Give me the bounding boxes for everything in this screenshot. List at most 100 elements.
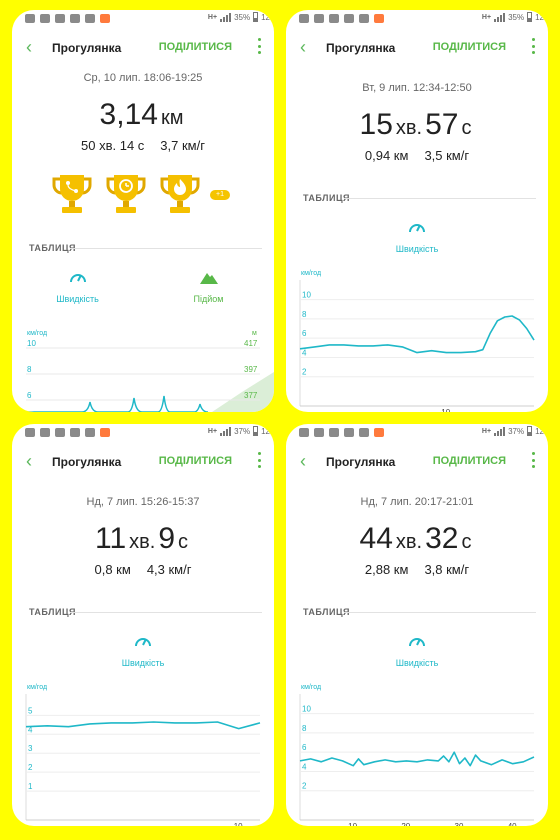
share-button[interactable]: ПОДІЛИТИСЯ <box>158 41 232 53</box>
y-tick-label: 2 <box>302 368 307 377</box>
y-tick-label: 4 <box>302 348 307 357</box>
y-tick-label: 2 <box>302 782 307 791</box>
chrome-icon <box>70 428 80 437</box>
speedometer-icon <box>409 224 425 233</box>
more-options-icon[interactable] <box>530 38 536 54</box>
chrome-icon <box>344 428 354 437</box>
seconds-unit: с <box>461 531 472 553</box>
workout-date: Ср, 10 лип. 18:06-19:25 <box>83 72 203 84</box>
climb-metric-button[interactable]: Підйом <box>143 269 274 304</box>
workout-date: Нд, 7 лип. 15:26-15:37 <box>86 496 200 508</box>
walk-panel-1: H+ 35% 12 ‹ Прогулянка ПОДІЛИТИСЯ Ср, 10 л… <box>12 10 274 412</box>
speed-value: 3,8 км/г <box>424 562 470 577</box>
youtube-icon <box>25 428 35 437</box>
duration-total: 15 хв. 57 с <box>286 108 548 142</box>
trophy-time-icon[interactable] <box>102 171 150 219</box>
signal-icon <box>494 426 506 436</box>
youtube-icon <box>25 14 35 23</box>
speed-metric-button[interactable]: Швидкість <box>286 219 548 254</box>
network-type: H+ <box>207 427 218 435</box>
y-tick-label: 1 <box>28 782 33 791</box>
altitude-axis-unit: м <box>252 330 257 337</box>
speed-metric-button[interactable]: Швидкість <box>12 633 274 668</box>
speed-metric-label: Швидкість <box>395 658 439 668</box>
back-arrow-icon[interactable]: ‹ <box>26 37 32 57</box>
app-notification-icon <box>100 14 110 23</box>
gallery-icon <box>40 428 50 437</box>
more-options-icon[interactable] <box>530 452 536 468</box>
metric-selector: Швидкість <box>12 633 274 668</box>
android-icon <box>359 14 369 23</box>
back-arrow-icon[interactable]: ‹ <box>300 37 306 57</box>
speed-axis-unit: км/год <box>27 684 47 691</box>
distance-unit: км <box>160 107 184 129</box>
speed-altitude-chart: км/год м 10 8 6 417 397 377 <box>26 330 274 412</box>
mountain-icon <box>199 273 218 284</box>
y-tick-label: 8 <box>302 310 307 319</box>
app-bar: ‹ Прогулянка ПОДІЛИТИСЯ <box>12 28 274 68</box>
speed-axis-unit: км/год <box>301 270 321 277</box>
page-title: Прогулянка <box>52 41 122 55</box>
android-icon <box>85 14 95 23</box>
speed-metric-label: Швидкість <box>56 294 99 304</box>
share-button[interactable]: ПОДІЛИТИСЯ <box>432 455 506 467</box>
trophy-route-icon[interactable] <box>48 171 96 219</box>
more-options-icon[interactable] <box>256 38 262 54</box>
battery-percent: 37% <box>508 426 525 436</box>
y-tick-label: 8 <box>302 724 307 733</box>
seconds-value: 9 <box>158 522 176 555</box>
speed-chart: км/год 10 8 6 4 2 10 <box>299 270 535 412</box>
seconds-value: 32 <box>425 522 459 555</box>
altitude-area <box>212 372 274 412</box>
speed-line-series <box>25 721 261 730</box>
walk-panel-2: H+ 35% 12 ‹ Прогулянка ПОДІЛИТИСЯ Вт, 9 ли… <box>286 10 548 412</box>
speed-line-series <box>26 395 209 412</box>
more-trophies-badge[interactable]: +1 <box>210 190 230 200</box>
more-options-icon[interactable] <box>256 452 262 468</box>
chrome-icon <box>344 14 354 23</box>
app-notification-icon <box>100 428 110 437</box>
speed-metric-button[interactable]: Швидкість <box>12 269 143 304</box>
gallery-icon <box>314 14 324 23</box>
speed-metric-button[interactable]: Швидкість <box>286 633 548 668</box>
y-tick-label: 4 <box>28 725 33 734</box>
battery-icon <box>253 12 259 22</box>
section-title: ТАБЛИЦЯ <box>286 607 548 617</box>
y-tick-label: 6 <box>27 391 32 400</box>
altitude-tick-label: 417 <box>244 339 258 348</box>
battery-percent: 37% <box>234 426 251 436</box>
speedometer-icon <box>135 638 151 647</box>
walk-panel-4: H+ 37% 12 ‹ Прогулянка ПОДІЛИТИСЯ Нд, 7 ли… <box>286 424 548 826</box>
section-title: ТАБЛИЦЯ <box>12 243 274 253</box>
distance-total: 3,14 км <box>12 98 274 132</box>
page-title: Прогулянка <box>52 455 122 469</box>
speed-line-series <box>299 315 535 354</box>
altitude-tick-label: 397 <box>244 365 258 374</box>
android-icon <box>359 428 369 437</box>
app-notification-icon <box>374 428 384 437</box>
trophies[interactable]: +1 <box>12 171 274 219</box>
app-bar: ‹ Прогулянка ПОДІЛИТИСЯ <box>12 442 274 482</box>
speed-value: 3,5 км/г <box>424 148 470 163</box>
workout-date: Вт, 9 лип. 12:34-12:50 <box>362 82 472 94</box>
walk-panel-3: H+ 37% 12 ‹ Прогулянка ПОДІЛИТИСЯ Нд, 7 ли… <box>12 424 274 826</box>
x-tick-label: 10 <box>234 822 243 826</box>
trophy-calories-icon[interactable] <box>156 171 204 219</box>
seconds-value: 57 <box>425 108 459 141</box>
y-tick-label: 6 <box>302 329 307 338</box>
signal-icon <box>220 12 232 22</box>
share-button[interactable]: ПОДІЛИТИСЯ <box>432 41 506 53</box>
stats-row: 2,88 км 3,8 км/г <box>286 562 548 577</box>
distance-value: 0,8 км <box>94 562 131 577</box>
battery-percent: 35% <box>508 12 525 22</box>
minutes-value: 15 <box>359 108 393 141</box>
back-arrow-icon[interactable]: ‹ <box>300 451 306 471</box>
network-type: H+ <box>481 427 492 435</box>
android-icon <box>85 428 95 437</box>
back-arrow-icon[interactable]: ‹ <box>26 451 32 471</box>
x-tick-label: 10 <box>348 822 357 826</box>
minutes-unit: хв. <box>395 117 423 139</box>
status-bar: H+ 37% 12 <box>12 424 274 442</box>
share-button[interactable]: ПОДІЛИТИСЯ <box>158 455 232 467</box>
y-tick-label: 10 <box>302 291 311 300</box>
